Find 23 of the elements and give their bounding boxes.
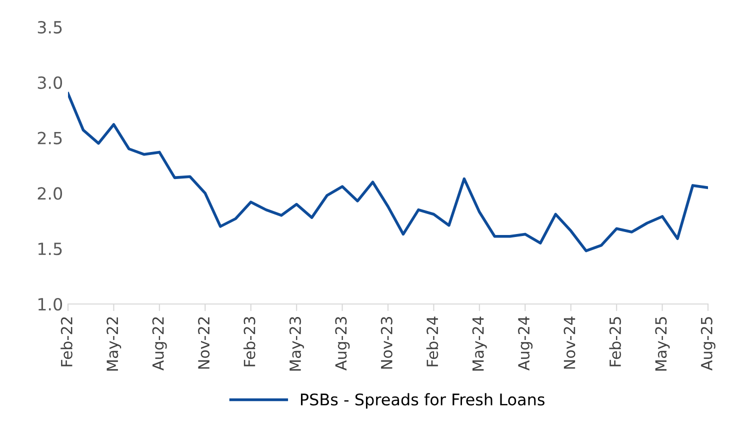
x-tick-label: Aug-24 bbox=[518, 316, 533, 370]
x-tick-label: Nov-24 bbox=[564, 316, 576, 369]
x-tick-label: Nov-23 bbox=[380, 317, 392, 369]
x-tick-label: May-22 bbox=[106, 317, 122, 371]
x-tick-label: Aug-23 bbox=[335, 317, 350, 370]
legend-label: PSBs - Spreads for Fresh Loans bbox=[300, 393, 544, 409]
y-tick-label: 1.0 bbox=[38, 298, 62, 311]
x-tick-label: May-25 bbox=[655, 317, 670, 371]
y-tick-label: 1.5 bbox=[38, 242, 62, 256]
x-tick-label: May-23 bbox=[289, 317, 304, 371]
x-tick-label: May-24 bbox=[472, 316, 487, 371]
line-series bbox=[68, 92, 708, 252]
y-tick-label: 3.0 bbox=[38, 76, 62, 89]
x-tick-label: Feb-24 bbox=[426, 316, 438, 366]
x-tick-label: Aug-25 bbox=[700, 317, 716, 370]
x-tick-label: Nov-22 bbox=[198, 317, 210, 369]
y-tick-label: 2.0 bbox=[38, 187, 62, 200]
x-tick-label: Aug-22 bbox=[152, 317, 167, 370]
y-tick-label: 2.5 bbox=[38, 132, 62, 144]
y-tick-label: 3.5 bbox=[38, 20, 62, 34]
x-tick-label: Feb-22 bbox=[60, 317, 72, 366]
x-tick-label: Feb-25 bbox=[609, 317, 622, 366]
x-tick-label: Feb-23 bbox=[243, 317, 256, 366]
